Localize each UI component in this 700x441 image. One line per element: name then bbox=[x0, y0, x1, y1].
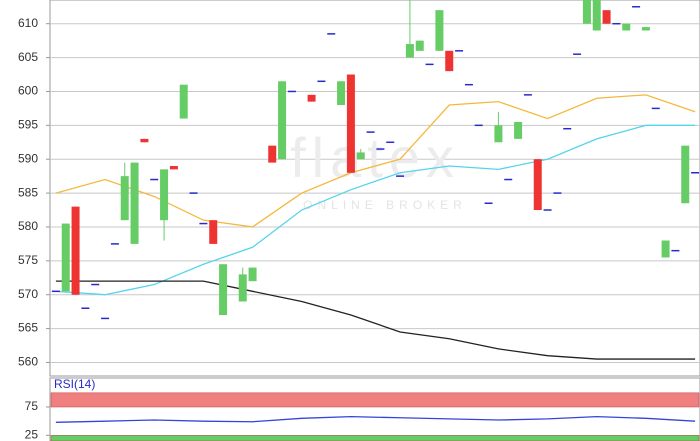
candle-body bbox=[278, 81, 287, 160]
candle-body bbox=[405, 44, 414, 58]
rsi-title: RSI(14) bbox=[54, 377, 95, 391]
candle-body bbox=[435, 10, 444, 51]
y-tick-label: 580 bbox=[18, 219, 38, 233]
watermark-subtitle: ONLINE BROKER bbox=[303, 198, 467, 212]
candle-body bbox=[592, 0, 601, 31]
candle-body bbox=[219, 264, 228, 316]
y-tick-label: 590 bbox=[18, 151, 38, 165]
y-tick-label: 605 bbox=[18, 50, 38, 64]
y-tick-label: 575 bbox=[18, 253, 38, 267]
rsi-panel bbox=[49, 377, 700, 441]
candle-body bbox=[494, 125, 503, 143]
candle-body bbox=[179, 84, 188, 119]
y-tick-label: 600 bbox=[18, 84, 38, 98]
candle-body bbox=[61, 223, 70, 292]
candle-body bbox=[169, 165, 178, 170]
candle-body bbox=[130, 162, 139, 244]
candle-body bbox=[120, 176, 129, 221]
y-tick-label: 585 bbox=[18, 185, 38, 199]
candle-body bbox=[238, 274, 247, 302]
candle-body bbox=[209, 220, 218, 244]
band bbox=[50, 435, 700, 441]
candle-body bbox=[140, 138, 149, 143]
y-tick-label: 560 bbox=[18, 355, 38, 369]
candle-body bbox=[356, 152, 365, 160]
candle-body bbox=[533, 159, 542, 211]
y-tick-label: 595 bbox=[18, 118, 38, 132]
candle-body bbox=[346, 74, 355, 173]
candle-body bbox=[160, 169, 169, 221]
candle-body bbox=[445, 50, 454, 72]
y-tick-label: 610 bbox=[18, 16, 38, 30]
candle-body bbox=[337, 81, 346, 106]
watermark-title: flatex bbox=[290, 126, 460, 189]
price-panel bbox=[49, 0, 700, 377]
line-series bbox=[55, 415, 696, 423]
candle-body bbox=[622, 23, 631, 31]
candle-body bbox=[661, 240, 670, 258]
y-tick-label: 25 bbox=[25, 428, 39, 441]
candle-body bbox=[415, 40, 424, 51]
candle-body bbox=[514, 121, 523, 139]
candle-body bbox=[602, 10, 611, 24]
candle-body bbox=[582, 0, 591, 24]
candle-body bbox=[248, 267, 257, 282]
candle-body bbox=[268, 145, 277, 163]
y-tick-label: 570 bbox=[18, 287, 38, 301]
candle-body bbox=[71, 206, 80, 295]
band bbox=[50, 392, 700, 408]
candle-body bbox=[681, 145, 690, 204]
candle-body bbox=[307, 94, 316, 102]
y-tick-label: 75 bbox=[25, 399, 39, 413]
y-tick-label: 565 bbox=[18, 321, 38, 335]
candle-body bbox=[641, 27, 650, 31]
line-series bbox=[55, 280, 696, 360]
